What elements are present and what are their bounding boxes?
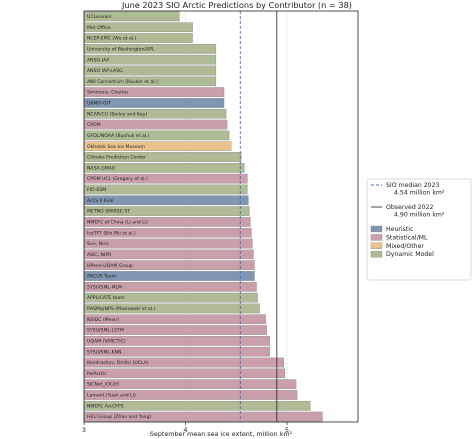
category-label: SYSU/SML-LSTM xyxy=(87,328,124,334)
category-label: APPLICATE team xyxy=(87,295,125,301)
category-label: Okhotsk Sea Ice Museum xyxy=(87,144,146,150)
category-label: SYSU/SML-MLM xyxy=(87,284,122,290)
category-label: Lamont (Yuan and Li) xyxy=(87,393,136,399)
category-label: Climate Prediction Center xyxy=(87,155,146,161)
legend-label: Statistical/ML xyxy=(386,234,428,241)
category-label: UKMO-OIT xyxy=(87,101,111,107)
category-label: Met Office xyxy=(87,25,111,31)
x-tick-label: 3 xyxy=(82,426,86,434)
bar-sun-nico xyxy=(83,238,253,249)
x-axis-title: September mean sea ice extent, million k… xyxy=(150,430,293,438)
category-label: ArCS II Kids xyxy=(87,198,114,204)
category-label: UQAM (VARCTIC) xyxy=(87,338,126,344)
category-label: University of Washington/APL xyxy=(87,46,155,52)
category-label: NSIDC (Meier) xyxy=(87,317,119,323)
category-label: GFDL/NOAA (Bushuk et al.) xyxy=(87,133,150,139)
category-label: NCEP-EMC (Wu et al.) xyxy=(87,36,137,42)
bar-polarctic xyxy=(83,368,286,379)
category-label: NCAR/CU (Bailey and Kay) xyxy=(87,111,147,117)
legend-swatch xyxy=(370,234,383,241)
category-label: Sun, Nico xyxy=(87,241,109,247)
category-label: NMEFC of China (Li and Li) xyxy=(87,220,148,226)
plot-frame xyxy=(83,10,359,423)
category-label: IceTFT (Bin Mu et al.) xyxy=(87,230,136,236)
category-label: RASM@NPS (Maslowski et al.) xyxy=(87,306,155,312)
chart-title: June 2023 SIO Arctic Predictions by Cont… xyxy=(121,0,352,10)
category-label: FIO-ESM xyxy=(87,187,106,193)
category-label: NMEFC ArcCFPS xyxy=(87,403,124,409)
category-label: PolArctic xyxy=(87,371,107,377)
category-label: CPOM UCL (Gregory et al.) xyxy=(87,176,148,182)
category-labels: UCLouvain Met Office NCEP-EMC (Wu et al.) U… xyxy=(87,14,158,420)
legend-box xyxy=(366,178,472,281)
category-label: SICNet_IOCAS xyxy=(87,382,119,388)
category-label: HEU Group (Zhao and Yang) xyxy=(87,414,151,420)
legend-swatch xyxy=(370,251,383,258)
category-label: Simmons, Charles xyxy=(87,90,129,96)
category-label: AWI Consortium (Kauker et al.) xyxy=(87,79,158,85)
legend-label: Mixed/Other xyxy=(386,243,424,250)
category-label: CPOM xyxy=(87,122,101,128)
category-label: ANSO IAP-LASG xyxy=(87,68,123,74)
legend-label: 4.54 million km² xyxy=(394,190,445,197)
legend-label: Observed 2022 xyxy=(386,204,434,211)
legend-label: SIO median 2023 xyxy=(386,182,440,189)
legend-label: 4.90 million km² xyxy=(394,212,445,219)
category-label: ASIC, NIPR xyxy=(87,252,112,258)
legend-swatch xyxy=(370,242,383,249)
bars-layer xyxy=(83,11,323,422)
bar-fio-esm xyxy=(83,184,248,195)
category-label: Kondrashov, Dmitri (UCLA) xyxy=(87,360,149,366)
x-axis-ticks: 3 4 5 xyxy=(82,422,289,434)
category-label: SYSU/SML-KNN xyxy=(87,349,121,355)
legend-swatch xyxy=(370,225,383,233)
bar-cpom xyxy=(83,119,228,130)
reference-lines xyxy=(239,11,278,422)
category-label: NASA GMAO xyxy=(87,165,116,171)
category-label: UCLouvain xyxy=(87,14,112,20)
category-label: ANSO-IAP xyxy=(87,57,109,63)
legend-label: Heuristic xyxy=(386,226,414,233)
legend-label: Dynamic Model xyxy=(386,251,434,258)
category-label: UPenn-UQAM Group xyxy=(87,263,133,269)
category-label: ARCUS Team xyxy=(87,274,117,280)
x-tick-label: 5 xyxy=(285,426,289,434)
category-label: METNO SPARSE-ST xyxy=(87,209,130,215)
x-tick-label: 4 xyxy=(183,426,187,434)
